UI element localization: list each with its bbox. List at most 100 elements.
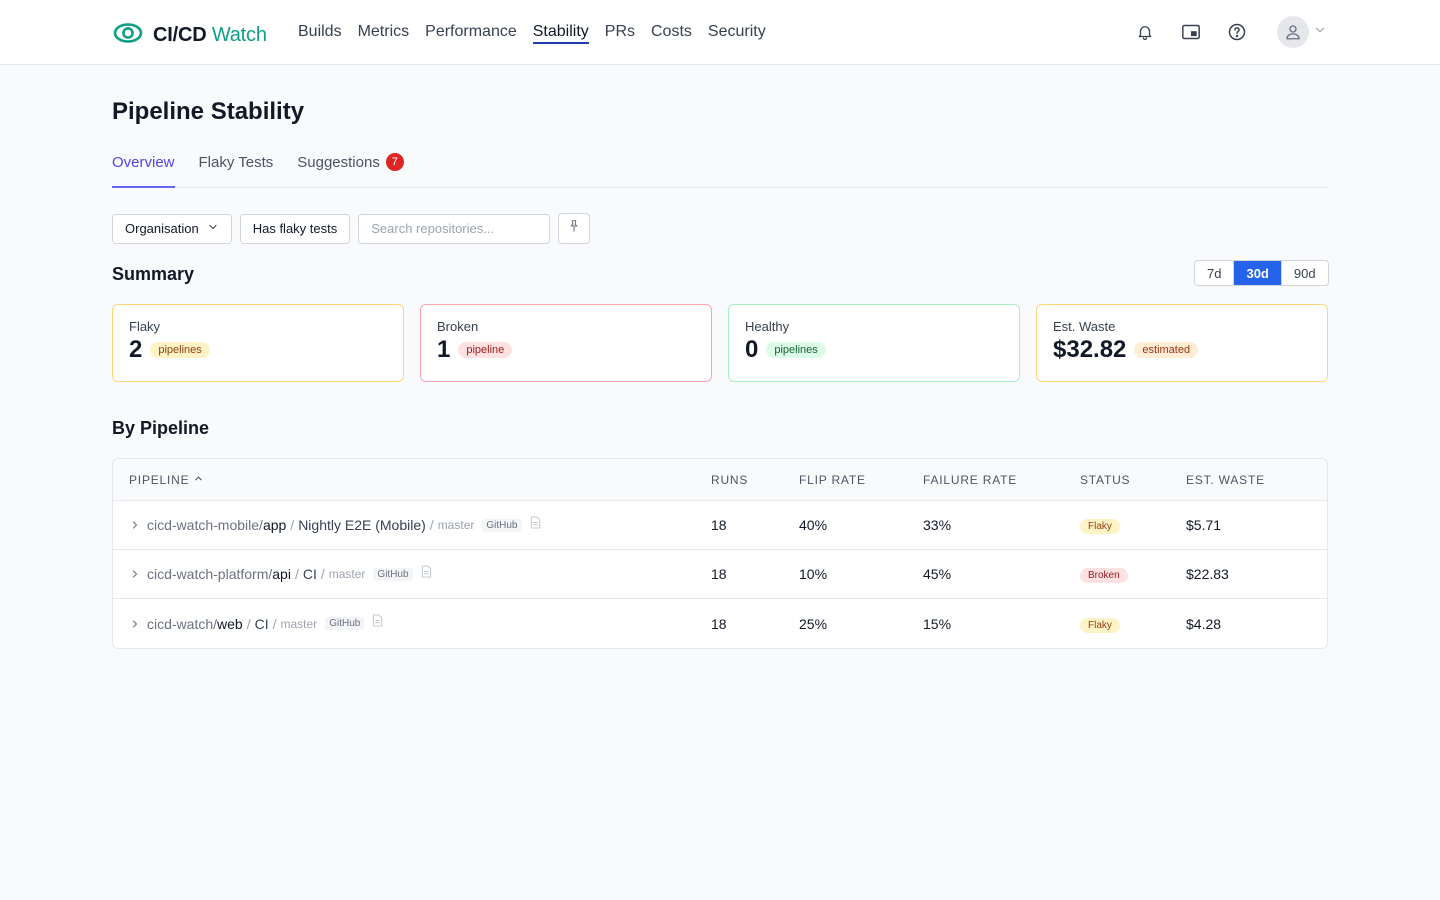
document-icon[interactable]: [530, 515, 541, 529]
card-value: 0: [745, 336, 759, 363]
pipeline-table: Pipeline Runs Flip rate Failure rate Sta…: [112, 458, 1328, 649]
runs-value: 18: [711, 566, 727, 582]
card-pill: estimated: [1134, 342, 1199, 358]
pipeline-name[interactable]: CI: [302, 566, 317, 582]
chevron-right-icon[interactable]: [129, 568, 147, 580]
range-90d[interactable]: 90d: [1293, 265, 1316, 281]
logo-brand: CI/CD: [153, 24, 207, 46]
table-header: Pipeline Runs Flip rate Failure rate Sta…: [113, 459, 1327, 501]
tab-flaky-tests[interactable]: Flaky Tests: [199, 146, 274, 187]
user-menu[interactable]: [1277, 16, 1327, 48]
nav-stability[interactable]: Stability: [532, 0, 589, 64]
card-pill: pipeline: [458, 342, 513, 358]
est-waste-value: $4.28: [1186, 615, 1222, 632]
path-separator: /: [429, 517, 434, 533]
status-badge: Flaky: [1080, 617, 1120, 633]
provider-badge: GitHub: [373, 567, 413, 581]
chevron-right-icon[interactable]: [129, 618, 147, 630]
est-waste-value: $22.83: [1186, 566, 1229, 582]
status-badge: Flaky: [1080, 519, 1120, 534]
table-row[interactable]: cicd-watch-platform/api / CI / master Gi…: [113, 550, 1327, 599]
nav-performance[interactable]: Performance: [425, 23, 517, 40]
column-pipeline[interactable]: Pipeline: [113, 473, 711, 487]
user-avatar-icon[interactable]: [1277, 16, 1309, 48]
card-pill: pipelines: [150, 342, 210, 358]
est-waste-summary-card[interactable]: Est. Waste $32.82 estimated: [1036, 304, 1328, 382]
organisation-dropdown[interactable]: Organisation: [112, 213, 232, 244]
pipeline-branch: master: [280, 616, 318, 631]
by-pipeline-heading: By Pipeline: [112, 418, 210, 438]
nav-builds[interactable]: Builds: [298, 23, 342, 40]
table-row[interactable]: cicd-watch-mobile/app / Nightly E2E (Mob…: [113, 501, 1327, 550]
card-label: Healthy: [745, 319, 790, 334]
pipeline-name[interactable]: CI: [254, 615, 269, 632]
flip-rate-value: 25%: [799, 615, 828, 632]
chevron-down-icon[interactable]: [1313, 23, 1327, 42]
pipeline-cell: cicd-watch-platform/api / CI / master Gi…: [113, 564, 711, 582]
pin-icon: [567, 219, 581, 238]
column-status[interactable]: Status: [1080, 472, 1131, 487]
pipeline-repo[interactable]: app: [262, 517, 287, 533]
card-label: Broken: [437, 319, 479, 334]
pipeline-branch: master: [328, 567, 366, 581]
pin-button[interactable]: [558, 213, 591, 244]
nav-metrics[interactable]: Metrics: [357, 23, 410, 40]
help-circle-icon[interactable]: [1223, 14, 1251, 50]
path-separator: /: [320, 566, 325, 582]
flaky-summary-card[interactable]: Flaky 2 pipelines: [112, 304, 404, 382]
tab-overview[interactable]: Overview: [112, 146, 175, 188]
pipeline-cell: cicd-watch-mobile/app / Nightly E2E (Mob…: [113, 515, 711, 533]
path-separator: /: [290, 517, 295, 533]
card-value: 1: [437, 336, 451, 363]
column-pipeline-label: Pipeline: [129, 472, 190, 487]
pipeline-name[interactable]: Nightly E2E (Mobile): [298, 517, 426, 533]
est-waste-value: $5.71: [1186, 517, 1222, 533]
pipeline-owner: cicd-watch-platform/: [147, 566, 273, 582]
failure-rate-value: 45%: [923, 566, 952, 582]
bell-icon[interactable]: [1131, 14, 1159, 50]
app-logo[interactable]: CI/CD Watch: [113, 18, 267, 53]
document-icon[interactable]: [421, 564, 432, 578]
picture-in-picture-icon[interactable]: [1177, 14, 1205, 50]
tab-flaky-tests-label: Flaky Tests: [198, 154, 274, 171]
page-tabs: Overview Flaky Tests Suggestions 7: [112, 146, 1328, 188]
document-icon[interactable]: [372, 614, 383, 627]
column-failure-rate[interactable]: Failure rate: [923, 472, 1018, 487]
flip-rate-value: 10%: [799, 566, 828, 582]
chevron-right-icon[interactable]: [129, 519, 147, 531]
range-30d[interactable]: 30d: [1234, 261, 1282, 285]
provider-badge: GitHub: [325, 617, 365, 630]
range-7d[interactable]: 7d: [1195, 261, 1235, 285]
nav-prs[interactable]: PRs: [604, 23, 635, 40]
broken-summary-card[interactable]: Broken 1 pipeline: [420, 304, 712, 382]
nav-costs[interactable]: Costs: [651, 23, 692, 40]
tab-suggestions[interactable]: Suggestions 7: [297, 146, 404, 187]
suggestions-count-badge: 7: [385, 153, 404, 171]
flip-rate-value: 40%: [799, 517, 828, 533]
card-label: Est. Waste: [1053, 319, 1116, 334]
path-separator: /: [246, 615, 251, 632]
app-name: CI/CD Watch: [153, 24, 267, 47]
column-runs[interactable]: Runs: [711, 472, 749, 487]
pipeline-owner: cicd-watch-mobile/: [147, 517, 263, 533]
runs-value: 18: [711, 517, 727, 533]
has-flaky-tests-filter[interactable]: Has flaky tests: [239, 213, 351, 244]
pipeline-repo[interactable]: web: [217, 615, 243, 632]
search-repositories-input[interactable]: [358, 213, 551, 244]
tab-overview-label: Overview: [112, 154, 175, 171]
healthy-summary-card[interactable]: Healthy 0 pipelines: [728, 304, 1020, 382]
logo-accent: Watch: [211, 24, 267, 46]
column-est-waste[interactable]: Est. waste: [1186, 472, 1265, 487]
has-flaky-tests-label: Has flaky tests: [252, 221, 338, 236]
table-row[interactable]: cicd-watch/web / CI / master GitHub 18 2…: [113, 599, 1327, 648]
status-badge: Broken: [1080, 568, 1128, 583]
card-pill: pipelines: [766, 342, 826, 358]
column-flip-rate[interactable]: Flip rate: [799, 472, 866, 487]
eye-logo-icon: [113, 18, 143, 53]
failure-rate-value: 33%: [923, 517, 952, 533]
top-navigation-bar: CI/CD Watch Builds Metrics Performance S…: [0, 0, 1440, 65]
nav-security[interactable]: Security: [707, 23, 766, 40]
filter-bar: Organisation Has flaky tests: [112, 213, 591, 244]
pipeline-repo[interactable]: api: [272, 566, 291, 582]
page-title: Pipeline Stability: [112, 98, 305, 125]
